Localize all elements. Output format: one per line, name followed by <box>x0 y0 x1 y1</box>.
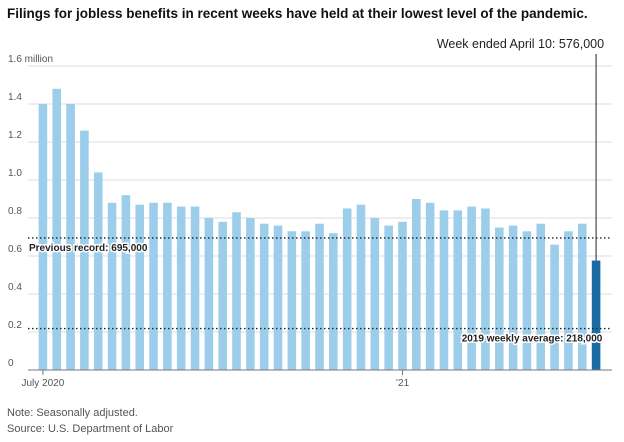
y-tick-label: 1.4 <box>8 92 22 103</box>
reference-line-label: 2019 weekly average: 218,000 <box>462 334 603 345</box>
bar <box>66 104 75 370</box>
bar <box>315 223 324 370</box>
annotation-label: Week ended April 10: 576,000 <box>437 37 604 51</box>
bar <box>273 225 283 370</box>
x-tick-label: July 2020 <box>22 378 65 389</box>
bar <box>564 231 573 370</box>
chart-title: Filings for jobless benefits in recent w… <box>7 6 588 21</box>
reference-lines: Previous record: 695,000 2019 weekly aver… <box>28 237 612 346</box>
y-tick-label: 0.8 <box>8 206 22 217</box>
chart-note: Note: Seasonally adjusted. <box>7 407 138 419</box>
bar <box>190 206 200 370</box>
bar <box>522 231 532 370</box>
bar <box>232 212 241 370</box>
reference-line-label: Previous record: 695,000 <box>29 243 148 254</box>
chart-source: Source: U.S. Department of Labor <box>7 423 174 435</box>
bar <box>246 218 255 370</box>
bar <box>577 223 587 370</box>
bar <box>176 206 186 370</box>
bar <box>508 225 518 370</box>
y-tick-label: 0.4 <box>8 282 22 293</box>
bar <box>384 225 393 370</box>
bar <box>356 204 366 370</box>
bar <box>259 223 269 370</box>
bar <box>550 244 559 370</box>
bar <box>204 218 214 370</box>
bar <box>38 104 48 370</box>
bar <box>107 202 117 370</box>
y-tick-label: 0.2 <box>8 320 22 331</box>
y-tick-label: 0.6 <box>8 244 22 255</box>
annotations: Week ended April 10: 576,000 <box>437 37 604 261</box>
bar <box>536 223 546 370</box>
bar <box>287 231 297 370</box>
bar <box>342 208 352 370</box>
bar <box>218 221 227 370</box>
bar <box>121 195 131 370</box>
bar <box>93 172 103 370</box>
bar <box>52 88 62 371</box>
bar <box>439 210 449 370</box>
bar <box>301 231 310 370</box>
bar <box>135 204 145 370</box>
bar <box>467 206 476 370</box>
y-axis: 0 0.2 0.4 0.6 0.8 1.0 1.2 1.4 1.6 million <box>8 54 53 369</box>
bar <box>398 221 407 370</box>
bar <box>591 260 601 370</box>
bar <box>329 233 338 370</box>
x-axis: July 2020 ’21 <box>22 369 612 389</box>
bar <box>494 227 504 370</box>
bar <box>481 208 490 370</box>
y-tick-label: 1.0 <box>8 168 22 179</box>
y-tick-label: 1.6 million <box>8 54 53 65</box>
bar <box>163 202 172 370</box>
y-tick-label: 1.2 <box>8 130 22 141</box>
bar <box>425 202 435 370</box>
bar <box>80 130 89 370</box>
y-tick-label: 0 <box>8 358 14 369</box>
bar <box>149 202 158 370</box>
bar <box>412 199 421 370</box>
bar <box>453 210 463 370</box>
bars <box>38 88 601 371</box>
x-tick-label: ’21 <box>396 378 410 389</box>
bar <box>370 218 380 370</box>
